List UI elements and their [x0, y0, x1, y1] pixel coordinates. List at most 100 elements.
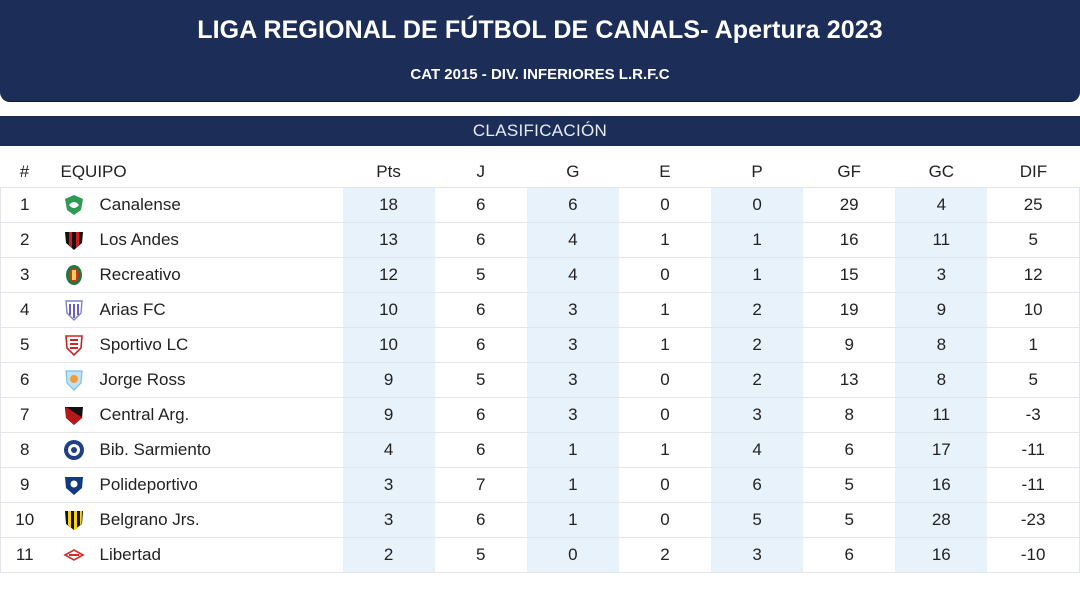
team-name: Sportivo LC	[99, 335, 189, 354]
cell-gf: 8	[803, 397, 896, 433]
cell-p: 1	[711, 222, 804, 258]
page-subtitle: CAT 2015 - DIV. INFERIORES L.R.F.C	[410, 66, 670, 83]
cell-gf: 13	[803, 362, 896, 398]
team-name: Belgrano Jrs.	[99, 510, 200, 529]
cell-gf: 19	[803, 292, 896, 328]
table-header-row: # EQUIPO Pts J G E P GF GC DIF	[1, 156, 1080, 188]
col-header-pts: Pts	[376, 161, 401, 181]
cell-p: 0	[711, 187, 804, 223]
cell-team: Bib. Sarmiento	[48, 432, 343, 468]
recreativo-crest-icon	[63, 264, 85, 286]
cell-rank: 6	[0, 362, 49, 398]
cell-pts: 12	[342, 257, 435, 293]
cell-rank: 11	[0, 537, 49, 573]
col-header-gf: GF	[837, 161, 861, 181]
cell-e: 1	[618, 222, 711, 258]
cell-dif: 5	[987, 362, 1080, 398]
table-row: 2 Los Andes 13 6 4 1 1 16 11 5	[0, 222, 1080, 258]
cell-dif: -11	[987, 432, 1080, 468]
cell-e: 2	[618, 537, 711, 573]
cell-team: Arias FC	[48, 292, 343, 328]
cell-p: 3	[711, 397, 804, 433]
cell-g: 3	[526, 292, 619, 328]
cell-team: Libertad	[48, 537, 343, 573]
cell-pts: 2	[342, 537, 435, 573]
arias-fc-crest-icon	[63, 299, 85, 321]
cell-e: 0	[618, 362, 711, 398]
cell-p: 2	[711, 292, 804, 328]
cell-pts: 13	[342, 222, 435, 258]
cell-dif: 5	[987, 222, 1080, 258]
cell-dif: 10	[987, 292, 1080, 328]
table-row: 3 Recreativo 12 5 4 0 1 15 3 12	[0, 257, 1080, 293]
cell-team: Central Arg.	[48, 397, 343, 433]
team-name: Bib. Sarmiento	[99, 440, 212, 459]
cell-e: 0	[618, 502, 711, 538]
cell-rank: 3	[0, 257, 49, 293]
cell-e: 1	[618, 327, 711, 363]
cell-gf: 29	[803, 187, 896, 223]
cell-j: 6	[434, 222, 527, 258]
cell-rank: 7	[0, 397, 49, 433]
cell-dif: 1	[987, 327, 1080, 363]
cell-dif: -23	[987, 502, 1080, 538]
cell-j: 7	[434, 467, 527, 503]
cell-pts: 9	[342, 397, 435, 433]
cell-j: 6	[434, 292, 527, 328]
cell-e: 0	[618, 397, 711, 433]
cell-p: 4	[711, 432, 804, 468]
cell-g: 3	[526, 327, 619, 363]
cell-gc: 16	[895, 537, 988, 573]
cell-j: 6	[434, 397, 527, 433]
col-header-g: G	[566, 161, 580, 181]
col-header-gc: GC	[928, 161, 955, 181]
cell-j: 6	[434, 187, 527, 223]
cell-p: 2	[711, 327, 804, 363]
cell-rank: 1	[0, 187, 49, 223]
cell-team: Jorge Ross	[48, 362, 343, 398]
cell-rank: 8	[0, 432, 49, 468]
cell-gf: 15	[803, 257, 896, 293]
cell-team: Polideportivo	[48, 467, 343, 503]
col-header-e: E	[659, 161, 671, 181]
libertad-crest-icon	[62, 544, 85, 566]
team-name: Canalense	[99, 195, 181, 214]
cell-dif: -3	[987, 397, 1080, 433]
cell-g: 0	[526, 537, 619, 573]
cell-pts: 3	[342, 467, 435, 503]
cell-j: 6	[434, 432, 527, 468]
cell-p: 2	[711, 362, 804, 398]
cell-g: 4	[526, 257, 619, 293]
cell-gc: 11	[895, 222, 988, 258]
table-row: 9 Polideportivo 3 7 1 0 6 5 16 -11	[0, 467, 1080, 503]
cell-g: 3	[526, 397, 619, 433]
cell-rank: 4	[0, 292, 49, 328]
cell-j: 6	[434, 327, 527, 363]
cell-e: 0	[618, 187, 711, 223]
cell-g: 1	[526, 432, 619, 468]
cell-pts: 18	[342, 187, 435, 223]
cell-p: 6	[711, 467, 804, 503]
cell-dif: 25	[987, 187, 1080, 223]
col-header-dif: DIF	[1019, 161, 1048, 181]
cell-pts: 4	[342, 432, 435, 468]
col-header-j: J	[476, 161, 485, 181]
cell-j: 5	[434, 537, 527, 573]
cell-rank: 9	[0, 467, 49, 503]
los-andes-crest-icon	[63, 229, 85, 251]
cell-team: Canalense	[48, 187, 343, 223]
cell-j: 5	[434, 362, 527, 398]
cell-gf: 5	[803, 502, 896, 538]
table-row: 7 Central Arg. 9 6 3 0 3 8 11 -3	[0, 397, 1080, 433]
cell-p: 1	[711, 257, 804, 293]
cell-j: 6	[434, 502, 527, 538]
team-name: Central Arg.	[99, 405, 190, 424]
cell-dif: 12	[987, 257, 1080, 293]
cell-g: 3	[526, 362, 619, 398]
cell-team: Belgrano Jrs.	[48, 502, 343, 538]
cell-e: 0	[618, 257, 711, 293]
team-name: Arias FC	[99, 300, 166, 319]
cell-gc: 8	[895, 362, 988, 398]
cell-dif: -11	[987, 467, 1080, 503]
table-row: 4 Arias FC 10 6 3 1 2 19 9 10	[0, 292, 1080, 328]
